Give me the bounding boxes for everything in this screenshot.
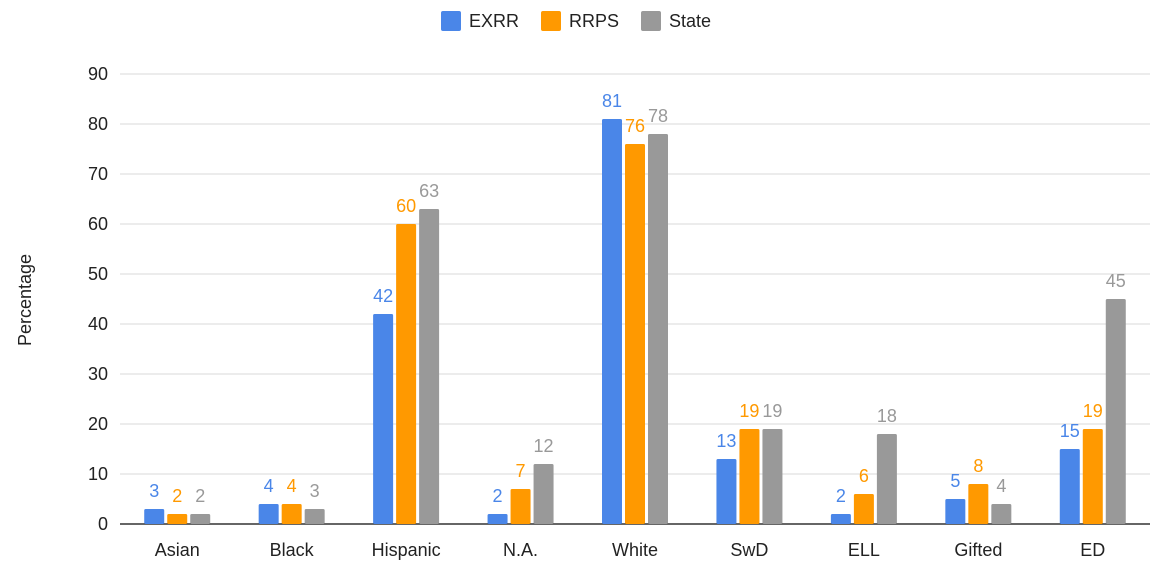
bar-rrps [167, 514, 188, 524]
bar-exrr [373, 314, 394, 524]
data-label-state: 18 [877, 406, 897, 426]
bar-state [648, 134, 668, 524]
x-tick-label: Black [270, 540, 315, 560]
data-label-state: 78 [648, 106, 668, 126]
data-label-state: 63 [419, 181, 439, 201]
bar-exrr [830, 514, 851, 524]
legend-swatch-exrr [441, 11, 461, 31]
bar-state [991, 504, 1012, 524]
bar-rrps [510, 489, 531, 524]
data-label-exrr: 13 [716, 431, 736, 451]
data-label-exrr: 42 [373, 286, 393, 306]
legend-swatch-state [641, 11, 661, 31]
data-label-exrr: 81 [602, 91, 622, 111]
x-axis-ticks: Asian Black Hispanic N.A. White SwD ELL Gifted E… [155, 540, 1106, 560]
bar-state [876, 434, 897, 524]
legend-label-exrr: EXRR [469, 11, 519, 31]
bar-exrr [716, 459, 737, 524]
bar-state [533, 464, 554, 524]
y-tick-label: 20 [88, 414, 108, 434]
x-tick-label: N.A. [503, 540, 538, 560]
data-label-rrps: 6 [859, 466, 869, 486]
bar-exrr [945, 499, 966, 524]
data-label-exrr: 5 [950, 471, 960, 491]
x-tick-label: Gifted [954, 540, 1002, 560]
bar-exrr [144, 509, 165, 524]
y-tick-label: 80 [88, 114, 108, 134]
data-label-exrr: 2 [836, 486, 846, 506]
bar-exrr [1059, 449, 1080, 524]
data-label-exrr: 3 [149, 481, 159, 501]
x-tick-label: SwD [730, 540, 768, 560]
data-label-state: 2 [195, 486, 205, 506]
y-tick-label: 90 [88, 64, 108, 84]
y-tick-label: 60 [88, 214, 108, 234]
data-label-state: 3 [310, 481, 320, 501]
bar-exrr [602, 119, 622, 524]
legend-label-rrps: RRPS [569, 11, 619, 31]
data-label-exrr: 15 [1060, 421, 1080, 441]
data-label-state: 12 [534, 436, 554, 456]
bar-rrps [853, 494, 874, 524]
y-axis-ticks: 0 10 20 30 40 50 60 70 80 90 [88, 64, 108, 534]
data-label-rrps: 76 [625, 116, 645, 136]
y-tick-label: 0 [98, 514, 108, 534]
y-tick-label: 40 [88, 314, 108, 334]
x-tick-label: Asian [155, 540, 200, 560]
data-label-rrps: 2 [172, 486, 182, 506]
y-tick-label: 70 [88, 164, 108, 184]
x-tick-label: ED [1080, 540, 1105, 560]
data-label-rrps: 19 [1083, 401, 1103, 421]
legend: EXRR RRPS State [441, 11, 711, 31]
legend-swatch-rrps [541, 11, 561, 31]
data-label-rrps: 60 [396, 196, 416, 216]
data-label-state: 19 [762, 401, 782, 421]
bar-rrps [1082, 429, 1103, 524]
data-label-rrps: 19 [739, 401, 759, 421]
data-label-state: 45 [1106, 271, 1126, 291]
data-label-exrr: 4 [264, 476, 274, 496]
legend-label-state: State [669, 11, 711, 31]
bar-rrps [396, 224, 417, 524]
bar-state [190, 514, 211, 524]
x-tick-label: White [612, 540, 658, 560]
y-tick-label: 50 [88, 264, 108, 284]
bar-rrps [625, 144, 645, 524]
data-label-state: 4 [996, 476, 1006, 496]
x-tick-label: Hispanic [372, 540, 441, 560]
data-label-rrps: 8 [973, 456, 983, 476]
bar-state [1105, 299, 1126, 524]
y-tick-label: 30 [88, 364, 108, 384]
bar-exrr [487, 514, 508, 524]
data-label-rrps: 7 [516, 461, 526, 481]
bar-exrr [258, 504, 279, 524]
x-tick-label: ELL [848, 540, 880, 560]
bar-rrps [968, 484, 989, 524]
bar-state [419, 209, 440, 524]
bars [144, 119, 1126, 524]
bar-rrps [281, 504, 302, 524]
y-tick-label: 10 [88, 464, 108, 484]
y-axis-title: Percentage [15, 254, 35, 346]
bar-state [304, 509, 325, 524]
bar-state [762, 429, 783, 524]
data-label-exrr: 2 [493, 486, 503, 506]
data-label-rrps: 4 [287, 476, 297, 496]
bar-rrps [739, 429, 760, 524]
